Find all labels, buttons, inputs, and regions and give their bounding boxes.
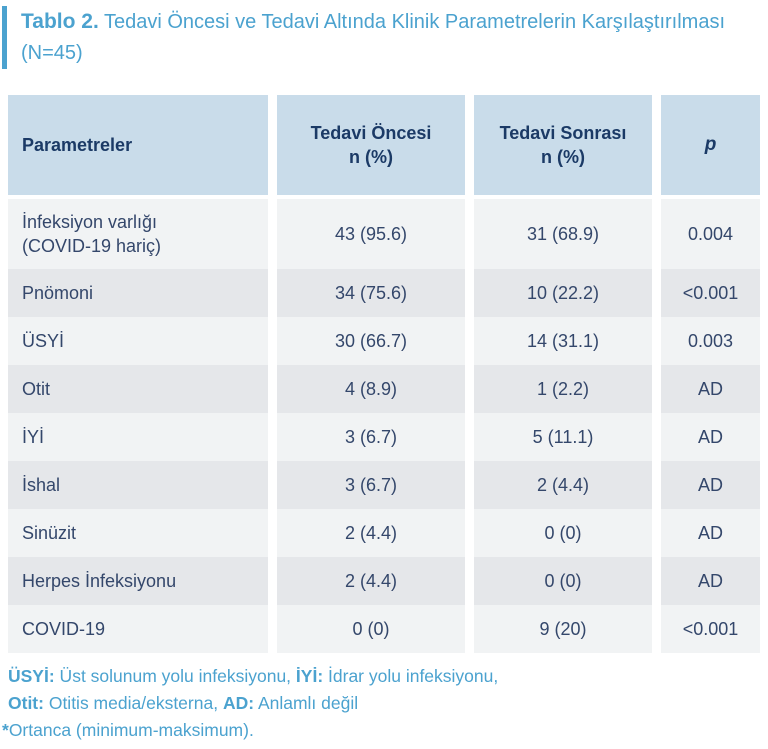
table-title-text: Tedavi Öncesi ve Tedavi Altında Klinik P… (21, 11, 725, 64)
row-p-value: AD (661, 509, 760, 557)
footnote-text: Otitis media/eksterna, (43, 693, 223, 713)
row-after-value: 10 (22.2) (474, 269, 652, 317)
row-before-value: 43 (95.6) (277, 199, 465, 269)
row-after-value: 0 (0) (474, 509, 652, 557)
footnote-abbrev: Otit: (8, 693, 44, 713)
row-param-label: Otit (8, 365, 268, 413)
table-row: COVID-19 0 (0) 9 (20) <0.001 (8, 605, 760, 653)
table-row: İYİ 3 (6.7) 5 (11.1) AD (8, 413, 760, 461)
row-before-value: 2 (4.4) (277, 509, 465, 557)
footnote-abbrev: AD: (222, 693, 255, 713)
row-param-label: İnfeksiyon varlığı (COVID-19 hariç) (8, 199, 268, 269)
footnote-line-1: ÜSYİ: Üst solunum yolu infeksiyonu, İYİ:… (8, 663, 760, 690)
row-param-label: Pnömoni (8, 269, 268, 317)
footnote-asterisk: * (2, 720, 9, 740)
footnote-line-3: *Ortanca (minimum-maksimum). (2, 717, 760, 744)
table-row: Sinüzit 2 (4.4) 0 (0) AD (8, 509, 760, 557)
footnote-abbrev: İYİ: (295, 666, 324, 686)
row-after-value: 0 (0) (474, 557, 652, 605)
row-param-label: İYİ (8, 413, 268, 461)
table-row: İshal 3 (6.7) 2 (4.4) AD (8, 461, 760, 509)
footnote-text: İdrar yolu infeksiyonu, (323, 666, 499, 686)
row-before-value: 3 (6.7) (277, 461, 465, 509)
footnote-text: Ortanca (minimum-maksimum). (8, 720, 254, 740)
row-p-value: 0.004 (661, 199, 760, 269)
row-before-value: 0 (0) (277, 605, 465, 653)
row-param-label: Herpes İnfeksiyonu (8, 557, 268, 605)
row-before-value: 34 (75.6) (277, 269, 465, 317)
row-before-value: 3 (6.7) (277, 413, 465, 461)
row-after-value: 31 (68.9) (474, 199, 652, 269)
table-row: ÜSYİ 30 (66.7) 14 (31.1) 0.003 (8, 317, 760, 365)
row-p-value: AD (661, 557, 760, 605)
row-after-value: 1 (2.2) (474, 365, 652, 413)
row-after-value: 9 (20) (474, 605, 652, 653)
footnote-line-2: Otit: Otitis media/eksterna, AD: Anlamlı… (8, 690, 760, 717)
row-before-value: 30 (66.7) (277, 317, 465, 365)
row-param-label: COVID-19 (8, 605, 268, 653)
table-title: Tablo 2. Tedavi Öncesi ve Tedavi Altında… (2, 6, 745, 69)
row-after-value: 2 (4.4) (474, 461, 652, 509)
header-tedavi-sonrasi: Tedavi Sonrası n (%) (474, 95, 652, 195)
row-p-value: 0.003 (661, 317, 760, 365)
table-row: Otit 4 (8.9) 1 (2.2) AD (8, 365, 760, 413)
row-param-label: Sinüzit (8, 509, 268, 557)
footnote-text: Üst solunum yolu infeksiyonu, (54, 666, 296, 686)
header-parametreler: Parametreler (8, 95, 268, 195)
row-before-value: 4 (8.9) (277, 365, 465, 413)
header-tedavi-oncesi: Tedavi Öncesi n (%) (277, 95, 465, 195)
table-row: İnfeksiyon varlığı (COVID-19 hariç) 43 (… (8, 199, 760, 269)
footnote-text: Anlamlı değil (254, 693, 359, 713)
row-p-value: <0.001 (661, 269, 760, 317)
table-title-number: Tablo 2. (21, 10, 99, 33)
table-header-row: Parametreler Tedavi Öncesi n (%) Tedavi … (8, 95, 760, 195)
table-footnotes: ÜSYİ: Üst solunum yolu infeksiyonu, İYİ:… (2, 663, 760, 744)
row-after-value: 5 (11.1) (474, 413, 652, 461)
row-before-value: 2 (4.4) (277, 557, 465, 605)
table-row: Pnömoni 34 (75.6) 10 (22.2) <0.001 (8, 269, 760, 317)
table-row: Herpes İnfeksiyonu 2 (4.4) 0 (0) AD (8, 557, 760, 605)
row-p-value: <0.001 (661, 605, 760, 653)
header-p-value: p (661, 95, 760, 195)
clinical-parameters-table: Parametreler Tedavi Öncesi n (%) Tedavi … (8, 95, 760, 653)
row-after-value: 14 (31.1) (474, 317, 652, 365)
footnote-abbrev: ÜSYİ: (8, 666, 55, 686)
row-param-label: İshal (8, 461, 268, 509)
row-p-value: AD (661, 413, 760, 461)
row-p-value: AD (661, 365, 760, 413)
row-p-value: AD (661, 461, 760, 509)
row-param-label: ÜSYİ (8, 317, 268, 365)
